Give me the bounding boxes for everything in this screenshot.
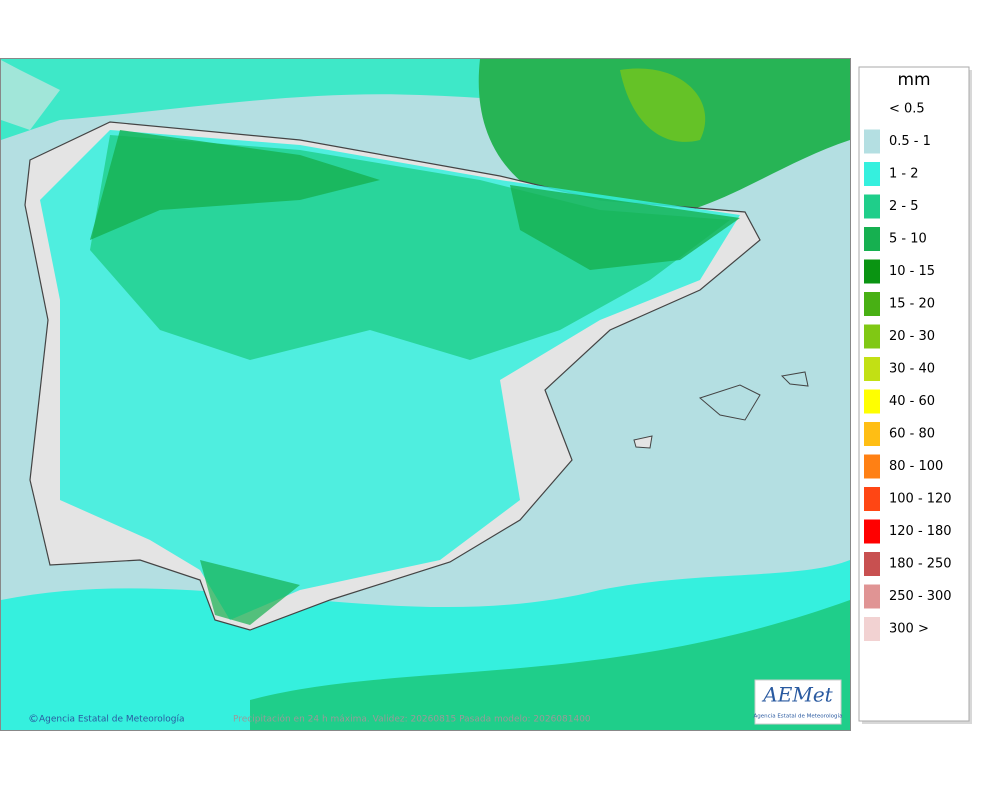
legend-items: < 0.5 0.5 - 1 1 - 2 2 - 5 5 - 10 10 - 15 15 - …: [864, 102, 952, 641]
land: [1, 60, 60, 130]
legend-label: 15 - 20: [889, 297, 935, 312]
caption: Precipitación en 24 h máxima. Validez: 2…: [233, 714, 591, 725]
legend-label: 20 - 30: [889, 329, 935, 344]
legend-swatch: [864, 324, 880, 349]
legend-label: 10 - 15: [889, 264, 935, 279]
legend-label: 120 - 180: [889, 524, 952, 539]
precip-area: [620, 68, 706, 142]
legend-label: 0.5 - 1: [889, 134, 931, 149]
legend-swatch: [864, 227, 880, 251]
legend-label: 60 - 80: [889, 427, 935, 442]
legend-swatch: [864, 292, 880, 316]
map-frame: [0, 58, 851, 731]
legend-swatch: [864, 617, 880, 641]
legend-label: 40 - 60: [889, 394, 935, 409]
legend-swatch: [864, 552, 880, 576]
legend-label: 300 >: [889, 622, 929, 637]
legend-swatch: [864, 584, 880, 609]
legend-label: 30 - 40: [889, 362, 935, 377]
legend-title: mm: [897, 70, 930, 90]
legend-swatch: [864, 259, 880, 284]
logo: AEMet Agencia Estatal de Meteorología: [754, 679, 843, 725]
credit-icon: ©: [28, 712, 39, 725]
legend-swatch: [864, 487, 880, 511]
precip-area: [250, 600, 850, 730]
island: [780, 371, 809, 387]
legend-swatch: [864, 194, 880, 219]
island: [698, 384, 761, 421]
legend-label: 100 - 120: [889, 492, 952, 507]
precip-area: [200, 560, 300, 625]
legend-swatch: [864, 162, 880, 186]
legend-label: 1 - 2: [889, 167, 919, 182]
precip-area: [478, 59, 850, 222]
legend-label: 250 - 300: [889, 589, 952, 604]
map: [1, 59, 850, 730]
legend-label: 180 - 250: [889, 557, 952, 572]
legend-label: < 0.5: [889, 102, 925, 117]
logo-subtitle: Agencia Estatal de Meteorología: [754, 713, 843, 720]
legend-swatch: [864, 129, 880, 154]
legend-swatch: [864, 389, 880, 414]
legend-swatch: [864, 422, 880, 446]
logo-name: AEMet: [761, 683, 833, 707]
legend-swatch: [864, 357, 880, 381]
logo-box: [754, 679, 842, 725]
legend-label: 5 - 10: [889, 232, 927, 247]
legend-label: 80 - 100: [889, 459, 943, 474]
credit: Agencia Estatal de Meteorología: [39, 715, 185, 725]
precip-area: [510, 185, 740, 270]
legend-label: 2 - 5: [889, 199, 919, 214]
island: [633, 435, 653, 449]
precip-area: [90, 130, 380, 240]
legend-swatch: [864, 454, 880, 479]
legend-swatch: [864, 519, 880, 544]
